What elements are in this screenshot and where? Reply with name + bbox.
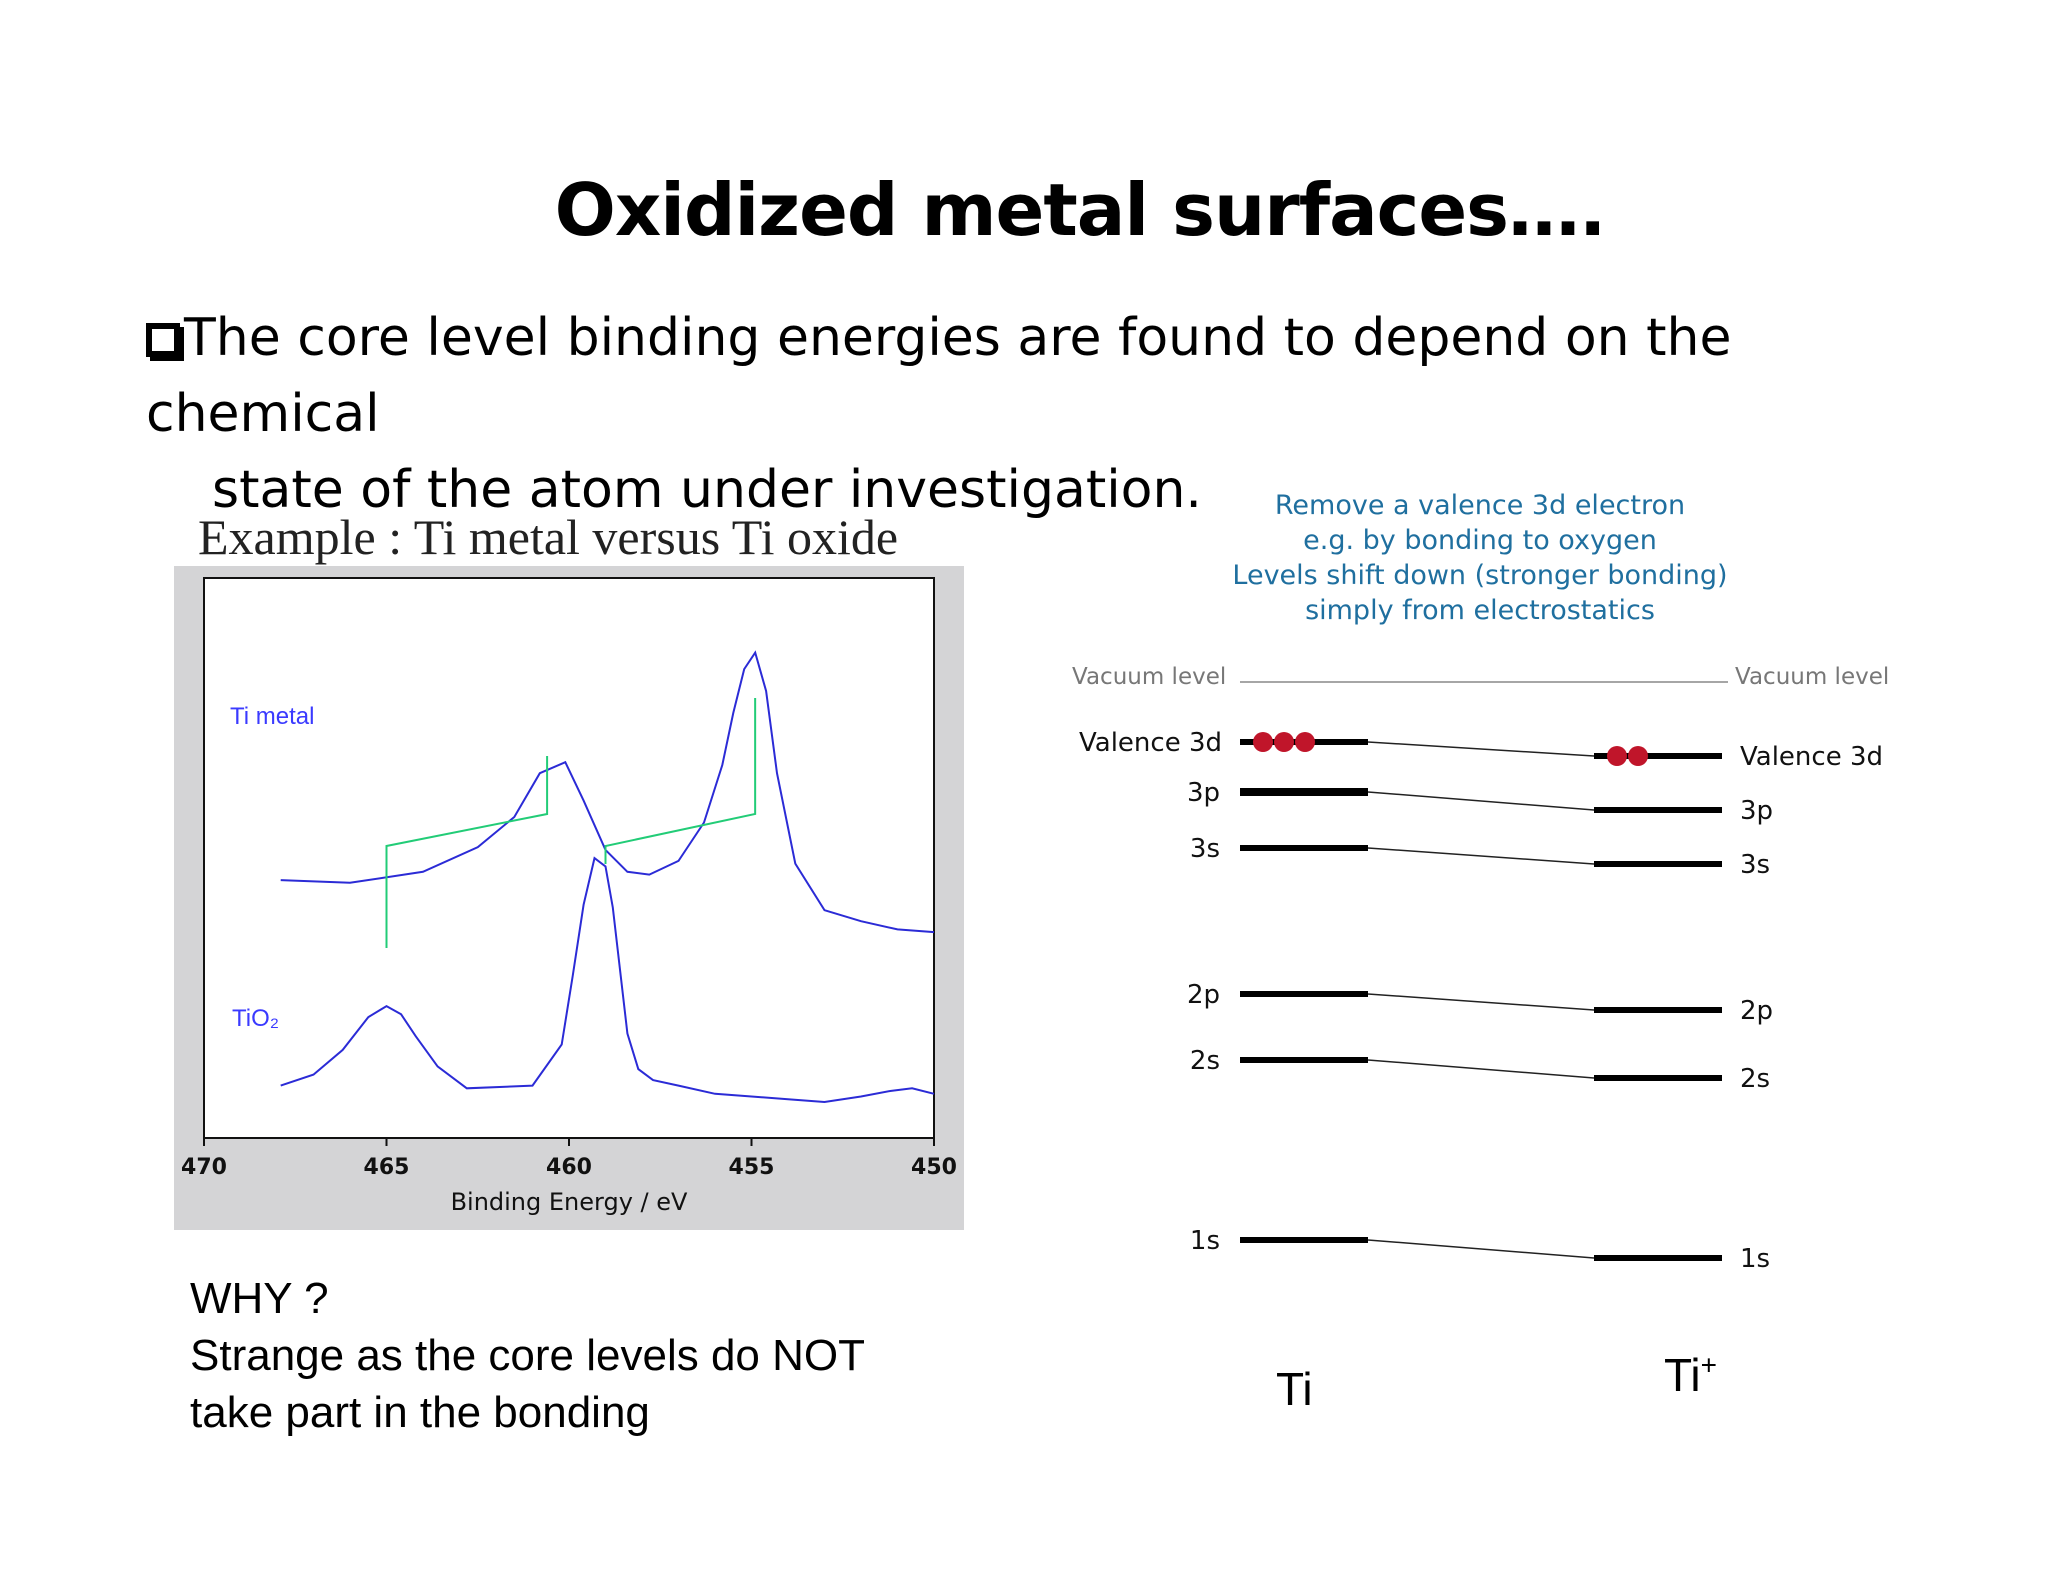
vacuum-level-label-left: Vacuum level [1072, 664, 1226, 690]
caption-line: e.g. by bonding to oxygen [1303, 525, 1657, 556]
energy-level-diagram: Vacuum level Vacuum level Valence 3d Valenc… [1072, 664, 1889, 1274]
electron-dot [1607, 746, 1627, 766]
level-shift-line [1367, 1239, 1595, 1259]
level-shift-line [1367, 741, 1595, 757]
electron-dot [1274, 732, 1294, 752]
atom-label-ti-plus-charge: + [1700, 1349, 1717, 1381]
level-label-left: 3p [1187, 778, 1220, 808]
level-label-right: Valence 3d [1740, 742, 1883, 772]
electron-dot [1295, 732, 1315, 752]
series-line-tio2 [280, 856, 935, 1104]
electron-dot [1253, 732, 1273, 752]
atom-label-ti: Ti [1276, 1363, 1313, 1415]
level-label-left: Valence 3d [1079, 728, 1222, 758]
bullet-text: The core level binding energies are foun… [146, 300, 1946, 528]
caption-line: Remove a valence 3d electron [1274, 490, 1686, 521]
caption-line: simply from electrostatics [1305, 595, 1655, 626]
level-label-left: 1s [1190, 1226, 1220, 1256]
x-tick-label: 465 [364, 1155, 410, 1180]
level-label-right: 2s [1740, 1064, 1770, 1094]
level-label-right: 2p [1740, 996, 1773, 1026]
level-shift-line [1367, 1059, 1595, 1079]
series-label-ti-metal: Ti metal [230, 703, 314, 730]
level-shift-line [1367, 993, 1595, 1011]
level-label-left: 2p [1187, 980, 1220, 1010]
atom-label-ti-plus-base: Ti [1664, 1349, 1701, 1401]
level-label-right: 3p [1740, 796, 1773, 826]
caption-line: Levels shift down (stronger bonding) [1232, 560, 1728, 591]
plot-area [203, 577, 935, 1139]
why-text: WHY ? Strange as the core levels do NOT … [190, 1270, 990, 1441]
xps-spectrum-chart: Ti metal TiO₂ 470 465 460 455 450 Binding Energ… [181, 577, 957, 1216]
atom-label-ti-plus: Ti+ [1664, 1348, 1717, 1402]
level-shift-line [1367, 847, 1595, 865]
why-line-3: take part in the bonding [190, 1388, 650, 1437]
level-label-left: 3s [1190, 834, 1220, 864]
shift-marker [604, 698, 757, 864]
level-label-right: 1s [1740, 1244, 1770, 1274]
example-title: Example : Ti metal versus Ti oxide [198, 509, 899, 565]
levels-caption: Remove a valence 3d electron e.g. by bon… [1180, 488, 1780, 628]
series-label-tio2: TiO₂ [232, 1005, 279, 1032]
bullet-line-1: The core level binding energies are foun… [146, 308, 1732, 444]
x-tick-label: 460 [546, 1155, 592, 1180]
slide-title: Oxidized metal surfaces…. [554, 168, 1607, 252]
vacuum-level-label-right: Vacuum level [1735, 664, 1889, 690]
checkbox-bullet-icon [146, 323, 180, 357]
level-label-right: 3s [1740, 850, 1770, 880]
x-axis-label: Binding Energy / eV [451, 1188, 688, 1216]
why-line-1: WHY ? [190, 1274, 329, 1323]
why-line-2: Strange as the core levels do NOT [190, 1331, 865, 1380]
electron-dot [1628, 746, 1648, 766]
level-label-left: 2s [1190, 1046, 1220, 1076]
x-tick-label: 455 [729, 1155, 775, 1180]
level-shift-line [1367, 791, 1595, 811]
x-tick-label: 450 [911, 1155, 957, 1180]
bullet-line-2: state of the atom under investigation. [212, 460, 1202, 520]
x-tick-label: 470 [181, 1155, 227, 1180]
shift-marker [385, 756, 549, 948]
